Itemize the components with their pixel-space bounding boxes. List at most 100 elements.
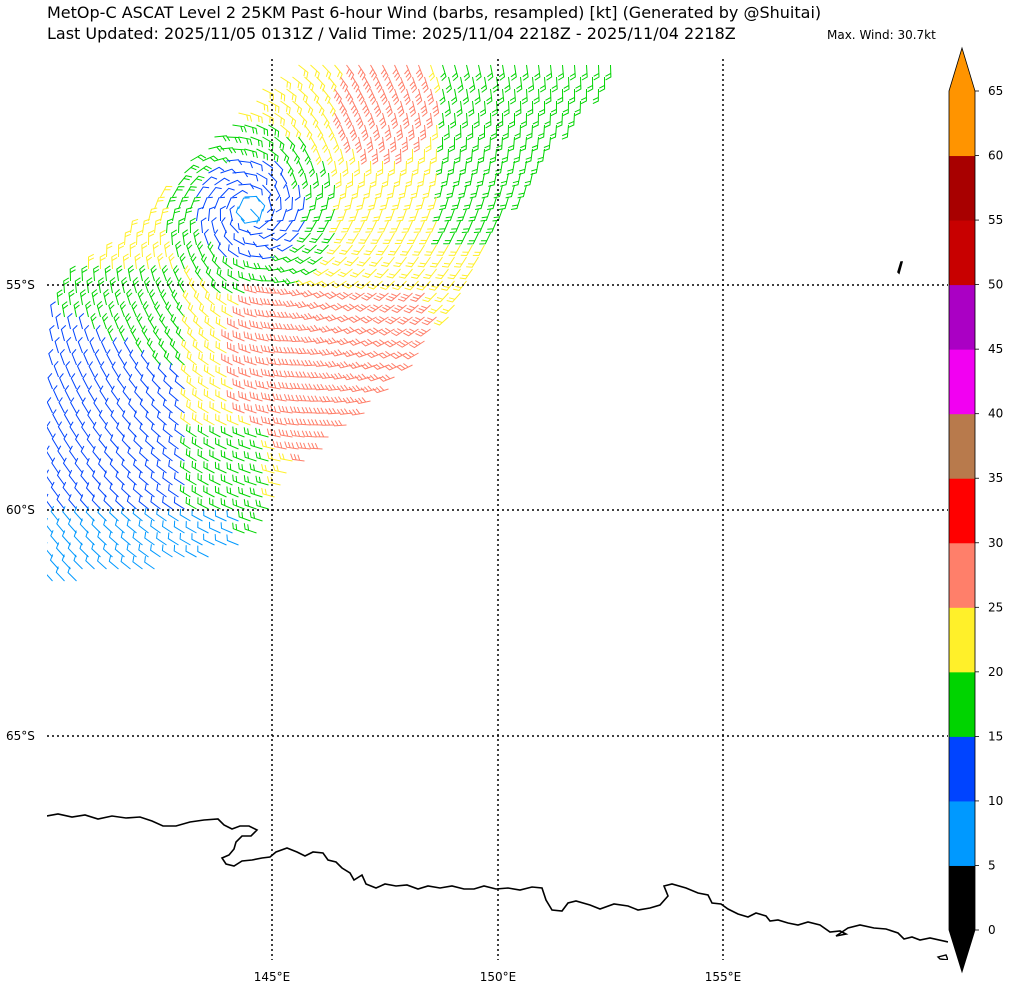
- wind-barb: [420, 208, 431, 222]
- wind-barb: [485, 112, 492, 129]
- wind-barb: [307, 256, 323, 265]
- wind-barb: [397, 100, 405, 117]
- wind-barb: [513, 148, 521, 164]
- wind-barb: [505, 184, 515, 199]
- wind-barb: [280, 100, 291, 114]
- wind-barb: [181, 338, 191, 354]
- wind-barb: [76, 361, 83, 378]
- wind-barb: [335, 172, 342, 189]
- wind-barb: [556, 112, 563, 128]
- wind-barb: [232, 378, 245, 390]
- wind-barb: [156, 483, 167, 498]
- wind-barb: [395, 148, 402, 165]
- wind-barb: [122, 385, 131, 402]
- wind-barb: [47, 421, 53, 438]
- wind-barb: [150, 471, 161, 486]
- wind-barb: [56, 469, 65, 486]
- wind-barb: [92, 421, 101, 438]
- wind-barb: [330, 349, 347, 357]
- wind-barb: [493, 184, 503, 199]
- wind-barb: [304, 220, 317, 232]
- wind-barb: [319, 395, 335, 403]
- wind-barb: [249, 343, 263, 354]
- wind-barb: [444, 100, 451, 117]
- wind-barb: [277, 334, 293, 342]
- wind-barb: [418, 148, 425, 165]
- wind-barb: [262, 184, 272, 200]
- wind-barb: [122, 253, 130, 270]
- wind-barb: [226, 438, 239, 450]
- wind-barb: [254, 332, 269, 342]
- wind-barb: [84, 324, 90, 342]
- wind-barb: [104, 397, 113, 414]
- wind-barb: [266, 428, 281, 438]
- wind-barb: [57, 445, 65, 462]
- wind-barb: [168, 435, 179, 450]
- wind-barb: [280, 124, 291, 139]
- wind-barb: [133, 434, 143, 450]
- wind-barb: [511, 172, 521, 187]
- wind-barb: [174, 375, 185, 390]
- wind-barb: [226, 341, 239, 354]
- wind-barb: [354, 373, 371, 381]
- wind-barb: [260, 321, 275, 330]
- wind-barb: [306, 324, 323, 332]
- wind-barb: [403, 304, 419, 314]
- wind-barb: [165, 301, 173, 318]
- wind-barb: [330, 326, 347, 334]
- wind-barb: [50, 505, 59, 522]
- wind-barb: [108, 555, 119, 570]
- wind-barb: [109, 482, 119, 498]
- wind-barb: [71, 348, 77, 366]
- wind-barb: [204, 291, 215, 306]
- wind-barb: [445, 76, 452, 93]
- wind-barb: [132, 531, 143, 546]
- wind-barb: [289, 406, 305, 414]
- wind-barb: [398, 184, 407, 199]
- wind-barb: [253, 262, 269, 270]
- colorbar-bin: [949, 284, 975, 350]
- wind-barb: [477, 148, 485, 164]
- wind-barb: [388, 160, 395, 177]
- wind-barb: [536, 148, 545, 164]
- wind-barb: [265, 287, 281, 294]
- wind-barb: [215, 365, 227, 378]
- wind-barb: [398, 268, 413, 279]
- colorbar-tick-label: 30: [988, 536, 1003, 550]
- wind-speed-colorbar: 0 5 10 15 20 25 30 35 40 45 50 55 60 65: [948, 46, 1003, 974]
- wind-barb: [220, 522, 233, 534]
- wind-barb: [439, 196, 449, 211]
- wind-barb: [130, 325, 137, 342]
- wind-barb: [248, 296, 263, 306]
- wind-barb: [360, 362, 377, 370]
- wind-barb: [438, 112, 445, 129]
- wind-barb: [356, 88, 365, 105]
- wind-barb: [534, 64, 541, 81]
- wind-barb: [152, 325, 161, 342]
- wind-barb: [354, 136, 362, 153]
- colorbar-tick-label: 55: [988, 213, 1003, 227]
- colorbar-bin: [949, 865, 975, 931]
- wind-barb: [200, 217, 207, 234]
- wind-barb: [115, 470, 125, 486]
- wind-barb: [144, 507, 155, 522]
- colorbar-tick-label: 40: [988, 407, 1003, 421]
- wind-barb: [63, 277, 70, 294]
- wind-barb: [158, 338, 167, 354]
- wind-barb: [262, 88, 274, 101]
- wind-barb: [325, 268, 341, 277]
- wind-barb: [108, 300, 115, 318]
- wind-barb: [374, 268, 389, 279]
- wind-barb: [355, 112, 364, 130]
- wind-barb: [49, 554, 59, 570]
- wind-barb: [256, 100, 269, 112]
- wind-barb: [94, 349, 101, 366]
- wind-barb: [250, 184, 263, 196]
- wind-barb: [272, 440, 287, 450]
- wind-barb: [397, 316, 413, 325]
- wind-barb: [336, 361, 353, 369]
- wind-barb: [226, 462, 239, 474]
- wind-barb: [173, 544, 185, 558]
- wind-barb: [99, 253, 106, 270]
- wind-barb: [72, 325, 78, 342]
